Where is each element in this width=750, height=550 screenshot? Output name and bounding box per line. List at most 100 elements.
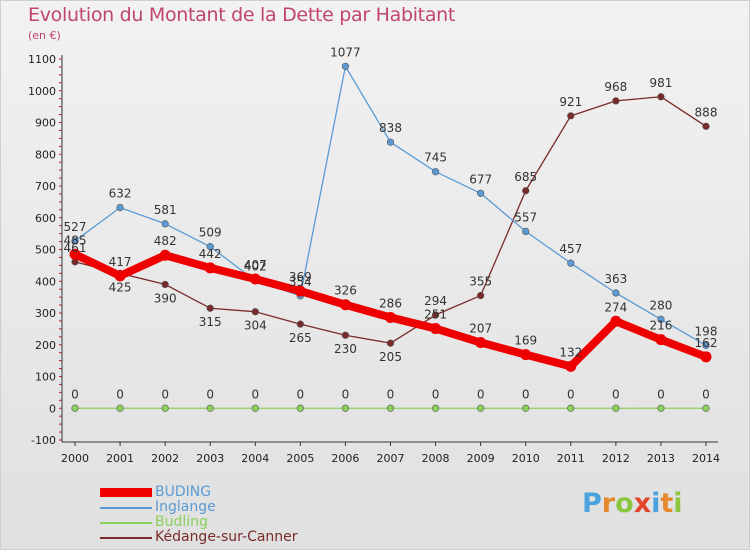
data-label: 685	[514, 170, 537, 184]
x-tick-label: 2003	[196, 452, 224, 465]
data-label: 286	[379, 296, 402, 310]
data-label: 417	[109, 255, 132, 269]
data-point	[522, 187, 530, 195]
data-point	[206, 304, 214, 312]
legend-swatch	[100, 507, 152, 509]
data-label: 921	[559, 95, 582, 109]
data-label: 207	[469, 322, 492, 336]
data-point	[431, 311, 440, 319]
data-label: 294	[424, 294, 447, 308]
data-label: 581	[154, 203, 177, 217]
data-label: 838	[379, 121, 402, 135]
data-point	[386, 404, 395, 412]
data-label: 274	[604, 300, 627, 314]
logo-letter: P	[582, 488, 602, 519]
data-label: 557	[514, 210, 537, 224]
legend-label: Budling	[155, 514, 208, 530]
data-label: 0	[522, 387, 530, 401]
x-tick-label: 2002	[151, 452, 179, 465]
data-point	[477, 189, 485, 197]
data-label: 509	[199, 226, 222, 240]
proxiti-logo: Proxiti	[582, 488, 683, 519]
data-point	[520, 349, 532, 361]
data-label: 230	[334, 342, 357, 356]
legend-label: Kédange-sur-Canner	[155, 529, 298, 545]
data-point	[657, 93, 665, 101]
y-tick-label: -100	[31, 434, 56, 447]
data-point	[249, 273, 261, 285]
data-point	[431, 404, 440, 412]
data-point	[159, 249, 171, 261]
x-tick-label: 2004	[241, 452, 269, 465]
data-point	[206, 243, 214, 251]
data-point	[71, 237, 79, 245]
data-point	[657, 404, 665, 412]
y-tick-label: 300	[35, 307, 56, 320]
data-label: 369	[289, 270, 312, 284]
data-label: 0	[432, 387, 440, 401]
data-label: 461	[64, 241, 87, 255]
data-label: 0	[71, 387, 79, 401]
data-label: 0	[116, 387, 124, 401]
x-tick-label: 2012	[602, 452, 630, 465]
data-point	[475, 337, 487, 349]
data-label: 0	[477, 387, 485, 401]
data-label: 0	[297, 387, 305, 401]
data-label: 402	[244, 260, 267, 274]
y-tick-label: 500	[35, 244, 56, 257]
data-label: 354	[289, 275, 312, 289]
data-point	[385, 311, 396, 323]
data-point	[565, 360, 577, 372]
data-label: 0	[387, 387, 395, 401]
data-label: 968	[604, 80, 627, 94]
data-point	[251, 308, 259, 316]
data-point	[477, 404, 485, 412]
logo-letter: o	[615, 488, 634, 519]
x-tick-label: 2001	[106, 452, 134, 465]
y-tick-label: 600	[35, 212, 56, 225]
data-point	[116, 404, 124, 412]
data-label: 251	[424, 308, 447, 322]
y-tick-label: 100	[35, 371, 56, 384]
data-label: 304	[244, 319, 267, 333]
data-label: 169	[514, 334, 537, 348]
x-tick-label: 2010	[512, 452, 540, 465]
data-point	[431, 168, 440, 176]
data-point	[161, 220, 169, 228]
data-label: 981	[649, 76, 672, 90]
data-label: 527	[64, 220, 87, 234]
data-point	[296, 320, 304, 328]
data-label: 205	[379, 350, 402, 364]
legend-swatch	[100, 488, 152, 497]
data-point	[430, 323, 442, 335]
data-label: 0	[206, 387, 214, 401]
data-point	[522, 404, 530, 412]
x-tick-label: 2011	[557, 452, 585, 465]
x-tick-label: 2006	[331, 452, 359, 465]
data-point	[386, 339, 395, 347]
data-point	[296, 404, 304, 412]
x-tick-label: 2000	[61, 452, 89, 465]
y-tick-label: 900	[35, 117, 56, 130]
data-label: 888	[695, 105, 718, 119]
data-label: 0	[342, 387, 350, 401]
data-point	[116, 203, 124, 212]
logo-letter: r	[601, 488, 616, 519]
data-point	[161, 280, 169, 289]
data-point	[612, 289, 620, 297]
data-point	[251, 404, 259, 412]
data-point	[204, 262, 216, 274]
data-point	[567, 259, 575, 267]
logo-letter: t	[660, 488, 674, 519]
data-point	[522, 227, 530, 236]
series-inglange	[71, 62, 710, 349]
y-tick-label: 800	[35, 148, 56, 161]
data-point	[294, 285, 306, 297]
data-point	[477, 291, 485, 300]
data-point	[71, 404, 79, 412]
data-label: 280	[649, 298, 672, 312]
legend-label: BUDING	[155, 484, 212, 500]
data-point	[114, 270, 126, 282]
x-tick-label: 2013	[647, 452, 675, 465]
data-point	[69, 248, 81, 260]
